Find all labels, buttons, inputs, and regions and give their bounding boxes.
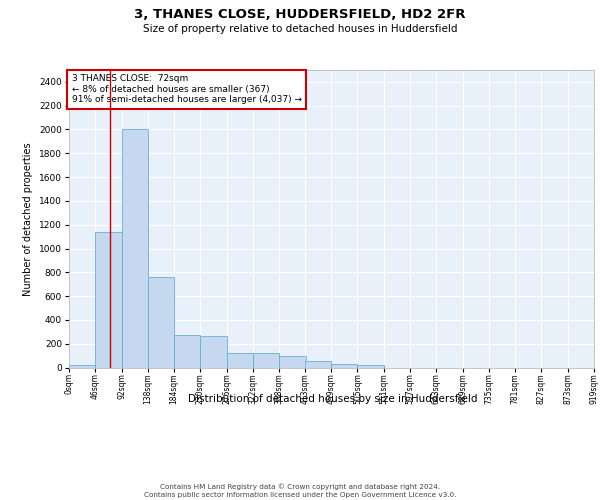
Bar [200, 336, 227, 368]
Bar [95, 232, 122, 368]
Y-axis label: Number of detached properties: Number of detached properties [23, 142, 34, 296]
Bar [305, 361, 331, 368]
Bar [358, 365, 384, 368]
Bar [279, 356, 305, 368]
Text: 3 THANES CLOSE:  72sqm
← 8% of detached houses are smaller (367)
91% of semi-det: 3 THANES CLOSE: 72sqm ← 8% of detached h… [71, 74, 302, 104]
Bar [227, 353, 253, 368]
Bar [253, 353, 279, 368]
Bar [69, 364, 95, 368]
Bar [122, 130, 148, 368]
Bar [331, 364, 358, 368]
Text: Size of property relative to detached houses in Huddersfield: Size of property relative to detached ho… [143, 24, 457, 34]
Text: 3, THANES CLOSE, HUDDERSFIELD, HD2 2FR: 3, THANES CLOSE, HUDDERSFIELD, HD2 2FR [134, 8, 466, 20]
Bar [148, 277, 174, 368]
Text: Distribution of detached houses by size in Huddersfield: Distribution of detached houses by size … [188, 394, 478, 404]
Bar [174, 336, 200, 368]
Text: Contains HM Land Registry data © Crown copyright and database right 2024.
Contai: Contains HM Land Registry data © Crown c… [144, 484, 456, 498]
